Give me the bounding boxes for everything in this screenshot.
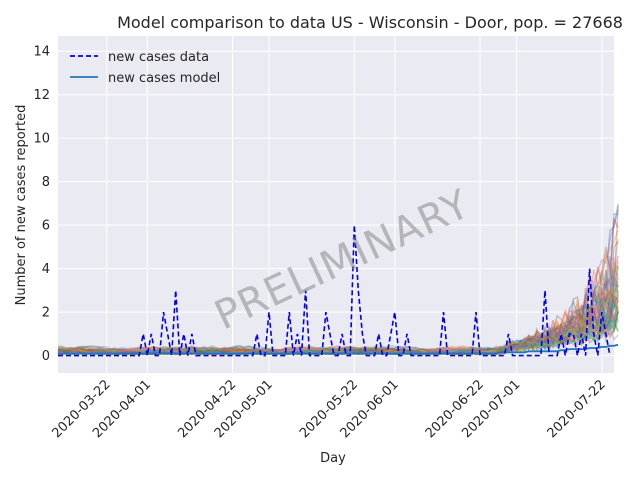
x-axis-label: Day bbox=[320, 451, 346, 466]
legend: new cases data new cases model bbox=[70, 50, 220, 86]
model-ensemble-line bbox=[57, 320, 619, 356]
model-ensemble-line bbox=[57, 314, 619, 356]
model-ensemble-line bbox=[57, 273, 619, 356]
y-tick-label: 0 bbox=[42, 349, 50, 364]
model-ensemble-line bbox=[57, 301, 619, 356]
model-ensemble-line bbox=[57, 282, 619, 356]
chart-title: Model comparison to data US - Wisconsin … bbox=[117, 13, 623, 32]
model-ensemble-line bbox=[57, 304, 619, 356]
y-tick-label: 4 bbox=[42, 262, 50, 277]
model-ensemble-line bbox=[57, 258, 619, 356]
y-tick-label: 8 bbox=[42, 175, 50, 190]
model-ensemble-line bbox=[57, 281, 619, 356]
model-ensemble-line bbox=[57, 241, 619, 356]
legend-label-new-cases-model: new cases model bbox=[108, 71, 220, 86]
model-ensemble-line bbox=[57, 265, 619, 356]
model-ensemble-line bbox=[57, 286, 619, 356]
legend-label-new-cases-data: new cases data bbox=[108, 50, 209, 65]
model-ensemble-line bbox=[57, 238, 619, 356]
model-ensemble-line bbox=[57, 265, 619, 356]
plot-background bbox=[58, 36, 614, 373]
y-tick-label: 12 bbox=[33, 88, 50, 103]
y-axis-label: Number of new cases reported bbox=[14, 105, 29, 306]
model-ensemble-line bbox=[57, 308, 619, 356]
model-ensemble-line bbox=[57, 255, 619, 356]
y-tick-label: 2 bbox=[42, 306, 50, 321]
model-ensemble-line bbox=[57, 256, 619, 356]
y-tick-label: 14 bbox=[33, 45, 50, 60]
model-ensemble-line bbox=[57, 311, 619, 356]
model-ensemble-line bbox=[57, 310, 619, 356]
model-ensemble-line bbox=[58, 257, 619, 356]
y-tick-label: 10 bbox=[33, 132, 50, 147]
y-axis-ticks: 0 2 4 6 8 10 12 14 bbox=[33, 45, 50, 364]
series-line-new-cases-data bbox=[58, 225, 611, 357]
model-ensemble-line bbox=[57, 295, 619, 356]
y-tick-label: 6 bbox=[42, 219, 50, 234]
x-tick-label: 2020-07-22 bbox=[545, 377, 609, 441]
series-line-new-cases-model bbox=[58, 343, 619, 355]
model-ensemble-line bbox=[57, 262, 619, 356]
